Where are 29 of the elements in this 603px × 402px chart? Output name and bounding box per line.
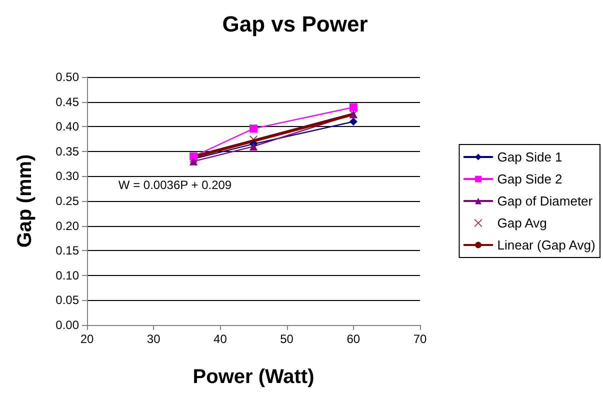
x-tick-label: 40 [214, 332, 228, 346]
y-tick-label: 0.35 [56, 144, 80, 158]
x-tick-label: 30 [146, 332, 161, 346]
chart-title: Gap vs Power [222, 12, 368, 36]
point [250, 124, 258, 133]
y-tick-label: 0.45 [56, 94, 80, 109]
y-tick-label: 0.15 [56, 244, 80, 258]
y-tick-label: 0.20 [56, 218, 80, 233]
x-tick-label: 60 [346, 332, 360, 346]
y-tick-label: 0.00 [56, 318, 80, 332]
point [349, 118, 358, 126]
y-tick-label: 0.05 [56, 293, 80, 308]
legend-label: Gap of Diameter [497, 194, 594, 208]
legend-label: Linear (Gap Avg) [497, 238, 596, 252]
x-tick-label: 70 [413, 332, 427, 346]
y-tick-label: 0.50 [56, 70, 80, 84]
x-axis-title: Power (Watt) [192, 366, 314, 388]
y-tick-label: 0.10 [56, 268, 80, 282]
y-tick-label: 0.40 [56, 120, 80, 134]
y-axis-title: Gap (mm) [14, 154, 36, 248]
legend-label: Gap Side 1 [497, 150, 562, 164]
x-tick-label: 50 [280, 332, 294, 346]
point [349, 103, 358, 112]
x-tick-label: 20 [80, 332, 94, 346]
y-tick-label: 0.25 [56, 194, 80, 208]
legend-label: Gap Avg [497, 216, 547, 230]
legend-label: Gap Side 2 [497, 172, 562, 186]
annotation: W = 0.0036P + 0.209 [118, 178, 232, 192]
y-tick-label: 0.30 [56, 169, 80, 184]
